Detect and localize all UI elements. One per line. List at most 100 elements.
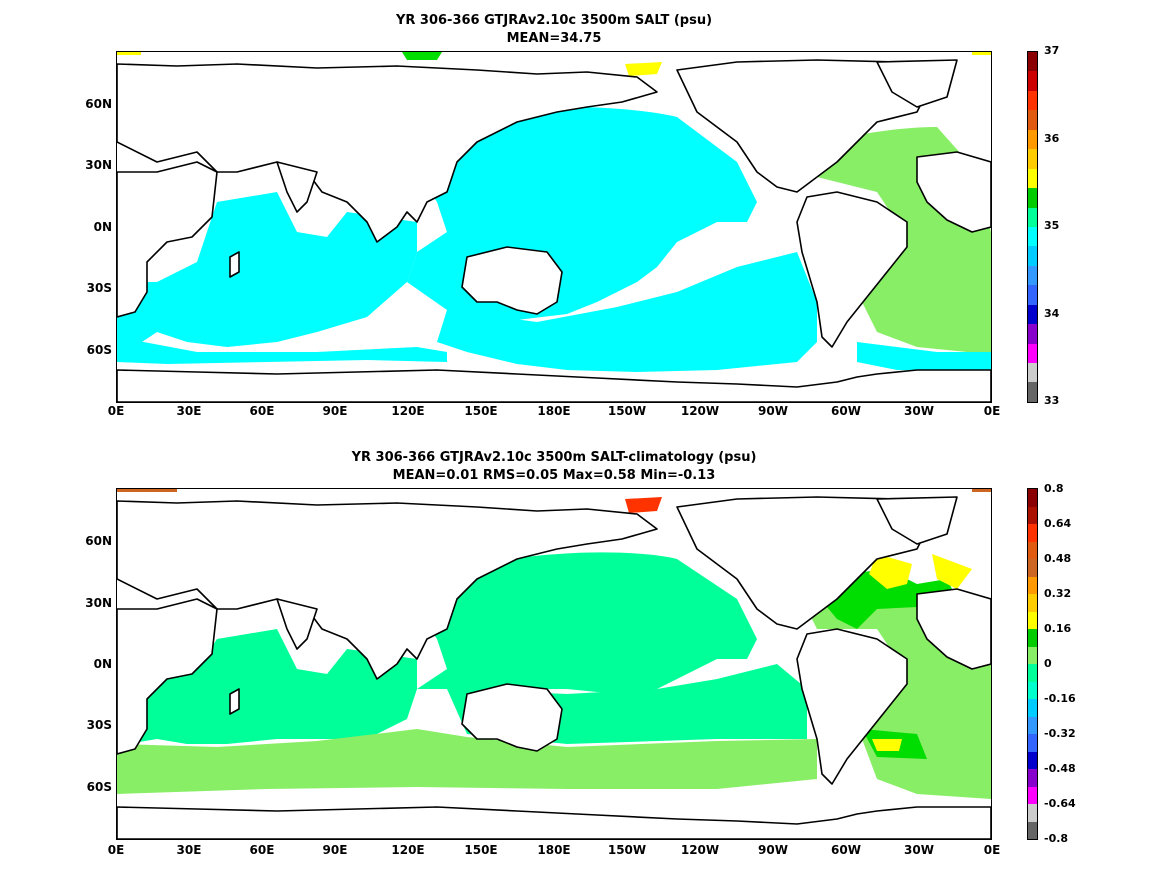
colorbar-label: 35 [1044, 219, 1060, 232]
lon-label: 0E [107, 843, 125, 857]
colorbar-swatch [1028, 664, 1037, 682]
india-land [276, 161, 318, 213]
lon-label: 0E [983, 404, 1001, 418]
greenland-land [876, 496, 958, 545]
colorbar-swatch [1028, 343, 1037, 363]
south-atlantic-yellow [872, 739, 902, 751]
colorbar [1027, 51, 1038, 403]
lon-label: 30E [176, 404, 202, 418]
colorbar-label: -0.64 [1044, 797, 1076, 810]
eurasia-land [117, 63, 658, 243]
colorbar-swatch [1028, 559, 1037, 577]
lon-label: 30W [904, 843, 934, 857]
lon-label: 0E [983, 843, 1001, 857]
madagascar-land [229, 688, 240, 715]
colorbar-swatch [1028, 646, 1037, 664]
colorbar-label: 0.48 [1044, 552, 1072, 565]
colorbar-label: 0.8 [1044, 482, 1064, 495]
lon-label: 60E [249, 843, 275, 857]
colorbar-swatch [1028, 71, 1037, 91]
colorbar-swatch [1028, 246, 1037, 266]
indian-ocean-fill [117, 192, 417, 357]
colorbar-swatch [1028, 506, 1037, 524]
colorbar-swatch [1028, 821, 1037, 839]
southern-pacific-fill [437, 252, 817, 372]
lon-label: 30E [176, 843, 202, 857]
southern-ocean-fill [117, 337, 447, 364]
colorbar-swatch [1028, 265, 1037, 286]
africa-east-land [916, 151, 991, 233]
lon-label: 0E [107, 404, 125, 418]
colorbar-swatch [1028, 524, 1037, 542]
colorbar-swatch [1028, 52, 1037, 72]
lon-label: 120E [391, 843, 425, 857]
colorbar-swatch [1028, 769, 1037, 787]
colorbar-swatch [1028, 611, 1037, 629]
colorbar-swatch [1028, 576, 1037, 594]
pacific-fill [417, 552, 757, 694]
lat-label: 0N [93, 220, 112, 234]
colorbar-swatch [1028, 594, 1037, 612]
arctic-yellow-right [972, 52, 991, 55]
colorbar-swatch [1028, 716, 1037, 734]
colorbar-swatch [1028, 129, 1037, 150]
lon-label: 180E [537, 843, 571, 857]
lat-label: 30S [86, 718, 112, 732]
africa-east-land [916, 588, 991, 670]
colorbar-label: -0.32 [1044, 727, 1076, 740]
atlantic-south-fill [857, 342, 991, 372]
lat-label: 0N [93, 657, 112, 671]
lat-label: 60N [85, 534, 112, 548]
lat-label: 60S [86, 343, 112, 357]
colorbar-swatch [1028, 786, 1037, 804]
lon-label: 90E [322, 843, 348, 857]
lat-label: 30S [86, 281, 112, 295]
colorbar-swatch [1028, 699, 1037, 717]
lon-label: 120W [680, 404, 720, 418]
lon-label: 120E [391, 404, 425, 418]
colorbar-swatch [1028, 226, 1037, 247]
north-atlantic-yellow-2 [932, 554, 972, 589]
colorbar-label: -0.8 [1044, 832, 1069, 845]
colorbar-swatch [1028, 168, 1037, 189]
lon-label: 150W [607, 843, 647, 857]
greenland-land [876, 59, 958, 108]
colorbar-swatch [1028, 541, 1037, 559]
colorbar-label: 0.16 [1044, 622, 1072, 635]
colorbar-swatch [1028, 734, 1037, 752]
colorbar-swatch [1028, 629, 1037, 647]
colorbar-swatch [1028, 149, 1037, 169]
lon-label: 90E [322, 404, 348, 418]
lat-label: 30N [85, 158, 112, 172]
lat-label: 60N [85, 97, 112, 111]
africa-land [117, 161, 218, 318]
lon-label: 90W [758, 404, 788, 418]
panel-subtitle: MEAN=34.75 [506, 31, 602, 46]
south-america-land [796, 191, 908, 348]
anomaly-map [116, 488, 992, 840]
colorbar-swatch [1028, 304, 1037, 325]
colorbar-label: 34 [1044, 307, 1060, 320]
africa-land [117, 598, 218, 755]
lon-label: 150E [464, 843, 498, 857]
panel-title: YR 306-366 GTJRAv2.10c 3500m SALT-climat… [351, 450, 757, 465]
colorbar-label: 33 [1044, 394, 1060, 407]
panel-subtitle: MEAN=0.01 RMS=0.05 Max=0.58 Min=-0.13 [392, 468, 716, 483]
colorbar-label: 0.32 [1044, 587, 1072, 600]
colorbar-swatch [1028, 382, 1037, 402]
arctic-red [625, 497, 662, 513]
colorbar-label: -0.48 [1044, 762, 1076, 775]
colorbar-label: 0.64 [1044, 517, 1072, 530]
madagascar-land [229, 251, 240, 278]
colorbar-swatch [1028, 188, 1037, 208]
colorbar-swatch [1028, 90, 1037, 111]
lon-label: 90W [758, 843, 788, 857]
salinity-map [116, 51, 992, 403]
colorbar-swatch [1028, 207, 1037, 227]
panel-title: YR 306-366 GTJRAv2.10c 3500m SALT (psu) [395, 13, 713, 28]
colorbar-swatch [1028, 110, 1037, 130]
colorbar-swatch [1028, 804, 1037, 822]
arctic-orange [117, 489, 177, 492]
lat-label: 30N [85, 596, 112, 610]
colorbar-swatch [1028, 489, 1037, 507]
